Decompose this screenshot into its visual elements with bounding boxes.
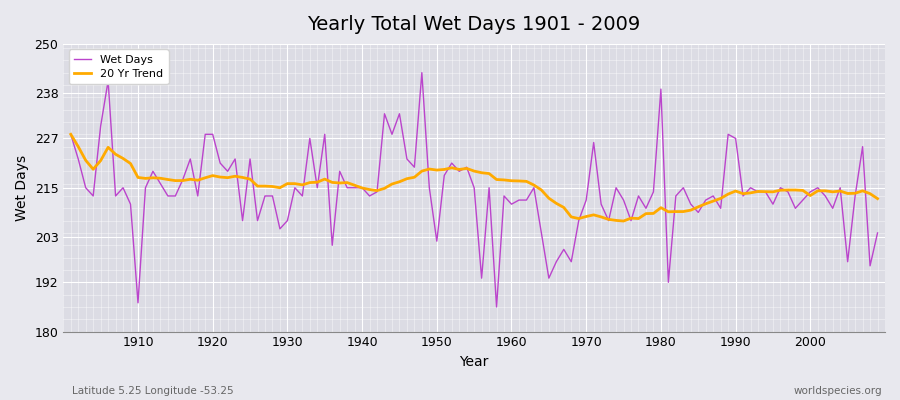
20 Yr Trend (872, 196, 883, 201)
Text: worldspecies.org: worldspecies.org (794, 386, 882, 396)
20 Yr Trend (596, 214, 607, 219)
20 Yr Trend (290, 181, 301, 186)
Wet Days (521, 198, 532, 202)
Wet Days (417, 70, 428, 75)
Wet Days (66, 132, 77, 137)
20 Yr Trend (618, 219, 629, 224)
X-axis label: Year: Year (460, 355, 489, 369)
Line: Wet Days: Wet Days (71, 73, 878, 307)
Wet Days (491, 304, 502, 309)
Wet Days (514, 198, 525, 202)
20 Yr Trend (499, 178, 509, 182)
Wet Days (125, 202, 136, 206)
Wet Days (611, 185, 622, 190)
20 Yr Trend (125, 161, 136, 166)
20 Yr Trend (66, 132, 77, 137)
Line: 20 Yr Trend: 20 Yr Trend (71, 134, 878, 221)
Wet Days (334, 169, 345, 174)
Wet Days (872, 230, 883, 235)
20 Yr Trend (506, 178, 517, 183)
20 Yr Trend (334, 181, 345, 186)
Title: Yearly Total Wet Days 1901 - 2009: Yearly Total Wet Days 1901 - 2009 (308, 15, 641, 34)
Legend: Wet Days, 20 Yr Trend: Wet Days, 20 Yr Trend (68, 50, 168, 84)
Y-axis label: Wet Days: Wet Days (15, 155, 29, 221)
Wet Days (290, 185, 301, 190)
Text: Latitude 5.25 Longitude -53.25: Latitude 5.25 Longitude -53.25 (72, 386, 234, 396)
